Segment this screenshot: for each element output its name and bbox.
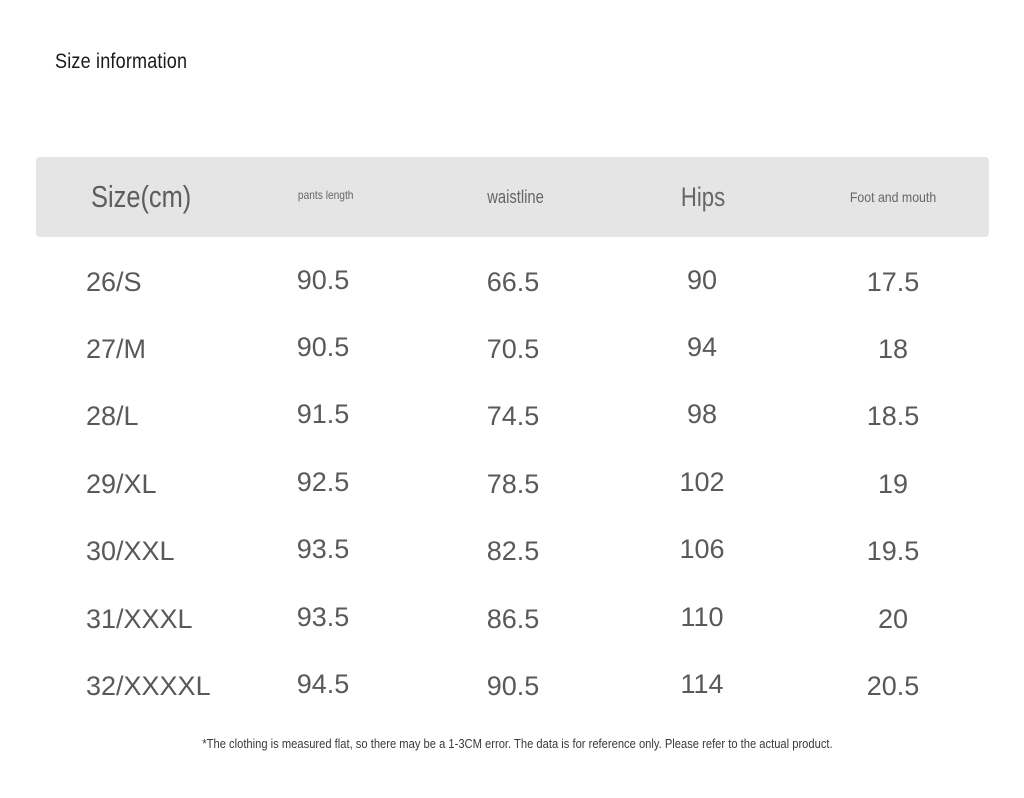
size-cell: 32/XXXXL (86, 671, 211, 701)
foot-mouth-cell: 20.5 (866, 671, 920, 701)
table-row: 31/XXXL 93.5 86.5 110 20 (0, 599, 1024, 639)
table-row: 29/XL 92.5 78.5 102 19 (0, 464, 1024, 504)
size-cell: 30/XXL (86, 536, 175, 566)
header-hips: Hips (681, 181, 726, 212)
table-row: 32/XXXXL 94.5 90.5 114 20.5 (0, 666, 1024, 706)
size-cell: 28/L (86, 401, 139, 431)
header-waistline: waistline (487, 186, 545, 207)
table-row: 26/S 90.5 66.5 90 17.5 (0, 262, 1024, 302)
size-cell: 26/S (86, 267, 142, 297)
foot-mouth-cell: 18 (877, 334, 909, 364)
size-cell: 27/M (86, 334, 147, 364)
hips-cell: 110 (680, 602, 724, 632)
pants-length-cell: 93.5 (296, 602, 350, 632)
waistline-cell: 74.5 (486, 401, 540, 431)
foot-mouth-cell: 18.5 (866, 401, 920, 431)
pants-length-cell: 91.5 (296, 399, 350, 429)
page-title: Size information (55, 50, 188, 73)
header-size: Size(cm) (90, 179, 192, 214)
pants-length-cell: 90.5 (296, 332, 350, 362)
pants-length-cell: 90.5 (296, 265, 350, 295)
table-row: 27/M 90.5 70.5 94 18 (0, 329, 1024, 369)
foot-mouth-cell: 19.5 (866, 536, 920, 566)
foot-mouth-cell: 20 (877, 604, 909, 634)
pants-length-cell: 93.5 (296, 534, 350, 564)
waistline-cell: 70.5 (486, 334, 540, 364)
hips-cell: 94 (686, 332, 718, 362)
hips-cell: 98 (686, 399, 718, 429)
hips-cell: 106 (679, 534, 725, 564)
waistline-cell: 86.5 (486, 604, 540, 634)
waistline-cell: 90.5 (486, 671, 540, 701)
foot-mouth-cell: 19 (877, 469, 909, 499)
pants-length-cell: 92.5 (296, 467, 350, 497)
waistline-cell: 78.5 (486, 469, 540, 499)
waistline-cell: 82.5 (486, 536, 540, 566)
pants-length-cell: 94.5 (296, 669, 350, 699)
header-pants-length: pants length (298, 188, 354, 202)
measurement-footnote: *The clothing is measured flat, so there… (201, 736, 833, 751)
size-cell: 29/XL (86, 469, 157, 499)
foot-mouth-cell: 17.5 (866, 267, 920, 297)
hips-cell: 90 (686, 265, 718, 295)
table-row: 28/L 91.5 74.5 98 18.5 (0, 396, 1024, 436)
header-foot-and-mouth: Foot and mouth (850, 189, 937, 205)
table-row: 30/XXL 93.5 82.5 106 19.5 (0, 531, 1024, 571)
waistline-cell: 66.5 (486, 267, 540, 297)
hips-cell: 114 (680, 669, 724, 699)
hips-cell: 102 (679, 467, 725, 497)
size-cell: 31/XXXL (86, 604, 193, 634)
table-header: Size(cm) pants length waistline Hips Foo… (36, 157, 989, 237)
